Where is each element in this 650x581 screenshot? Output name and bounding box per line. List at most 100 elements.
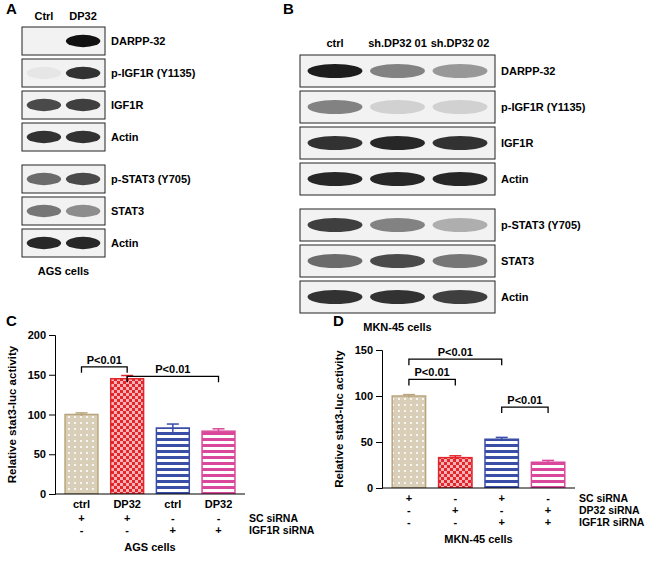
tick-label: 0 <box>40 488 46 500</box>
significance-bracket <box>409 379 455 385</box>
blot-band <box>66 173 100 185</box>
blot-band <box>66 99 100 111</box>
tick: 150 <box>28 369 55 381</box>
bar <box>531 462 564 488</box>
lane-label: ctrl <box>326 37 343 49</box>
tick: 100 <box>28 409 55 421</box>
blot-band <box>27 67 61 79</box>
blot-band <box>433 172 488 186</box>
blot-frame <box>22 229 105 257</box>
condition-mark: - <box>217 512 221 524</box>
error-cap <box>403 394 415 396</box>
blot-band <box>433 218 488 232</box>
condition-mark: - <box>453 492 457 504</box>
plot-area <box>65 376 235 494</box>
blot-band <box>27 173 61 185</box>
blot-band <box>27 205 61 217</box>
axis-line <box>376 351 383 489</box>
blot-band <box>370 218 425 232</box>
condition-mark: + <box>545 504 551 516</box>
bar <box>65 415 98 495</box>
figure: ACtrlDP32DARPP-32p-IGF1R (Y1135)IGF1RAct… <box>0 0 650 581</box>
row-label: Actin <box>111 237 139 249</box>
blot-frame <box>22 91 105 119</box>
error-cap <box>496 437 508 439</box>
error-cap <box>449 455 461 457</box>
chart-panel: DRelative stat3-luc activity050100150P<0… <box>333 312 645 545</box>
blot-band <box>370 172 425 186</box>
blot-band <box>370 100 425 114</box>
bar <box>111 379 144 494</box>
blot-band <box>308 136 363 150</box>
blot-frame <box>300 55 495 87</box>
condition-name: DP32 siRNA <box>579 504 640 516</box>
blot-band <box>308 100 363 114</box>
tick-label: 200 <box>28 329 46 341</box>
condition-mark: - <box>80 524 84 536</box>
tick-label: 100 <box>28 409 46 421</box>
blot-band <box>308 254 363 268</box>
condition-mark: + <box>452 504 458 516</box>
blot-band <box>66 35 100 47</box>
bar <box>392 396 425 488</box>
tick-mark <box>49 454 55 455</box>
tick: ctrl <box>164 494 181 510</box>
blot-frame <box>300 281 495 313</box>
tick-mark <box>49 494 55 495</box>
blot-band <box>27 35 61 47</box>
blot-frame <box>22 197 105 225</box>
significance-bracket <box>502 407 548 413</box>
tick: 50 <box>361 436 382 448</box>
blot-band <box>308 172 363 186</box>
error-cap <box>542 460 554 462</box>
blot-band <box>433 100 488 114</box>
error-bar <box>75 413 87 416</box>
tick-label: 150 <box>28 369 46 381</box>
blot-band <box>308 218 363 232</box>
condition-mark: + <box>498 492 504 504</box>
caption: AGS cells <box>124 541 175 553</box>
panel-label: A <box>6 0 17 17</box>
row-label: p-STAT3 (Y705) <box>501 219 581 231</box>
error-cap <box>167 423 179 425</box>
significance-label: P<0.01 <box>155 363 190 375</box>
blot-band <box>433 290 488 304</box>
row-label: Actin <box>501 291 529 303</box>
error-cap <box>75 412 87 414</box>
condition-mark: + <box>545 516 551 528</box>
condition-name: SC siRNA <box>249 512 298 524</box>
blot-band <box>308 64 363 78</box>
condition-mark: - <box>500 504 504 516</box>
y-axis: 050100150200 <box>28 329 56 500</box>
tick-mark <box>49 335 55 336</box>
tick-label: ctrl <box>73 498 90 510</box>
condition-mark: - <box>407 504 411 516</box>
blot-band <box>433 136 488 150</box>
tick: 100 <box>355 390 382 402</box>
tick-mark <box>376 442 382 443</box>
panel-label: D <box>333 312 344 329</box>
tick-label: 100 <box>355 390 373 402</box>
condition-mark: + <box>215 524 221 536</box>
panel-label: B <box>283 0 294 17</box>
tick-mark <box>376 350 382 351</box>
caption: MKN-45 cells <box>444 533 512 545</box>
blot-band <box>433 254 488 268</box>
tick: DP32 <box>113 494 141 510</box>
blot-frame <box>22 27 105 55</box>
tick-label: ctrl <box>164 498 181 510</box>
blot-band <box>433 64 488 78</box>
panel-label: C <box>6 312 17 329</box>
row-label: STAT3 <box>111 205 144 217</box>
bar <box>439 458 472 488</box>
blot-frame <box>22 123 105 151</box>
condition-name: IGF1R siRNA <box>249 524 315 536</box>
blot-band <box>66 67 100 79</box>
blot-band <box>370 290 425 304</box>
blot-band <box>27 131 61 143</box>
tick: 200 <box>28 329 55 341</box>
axis-line <box>49 336 56 495</box>
condition-mark: + <box>406 492 412 504</box>
lane-label: sh.DP32 01 <box>368 37 427 49</box>
condition-mark: + <box>78 512 84 524</box>
